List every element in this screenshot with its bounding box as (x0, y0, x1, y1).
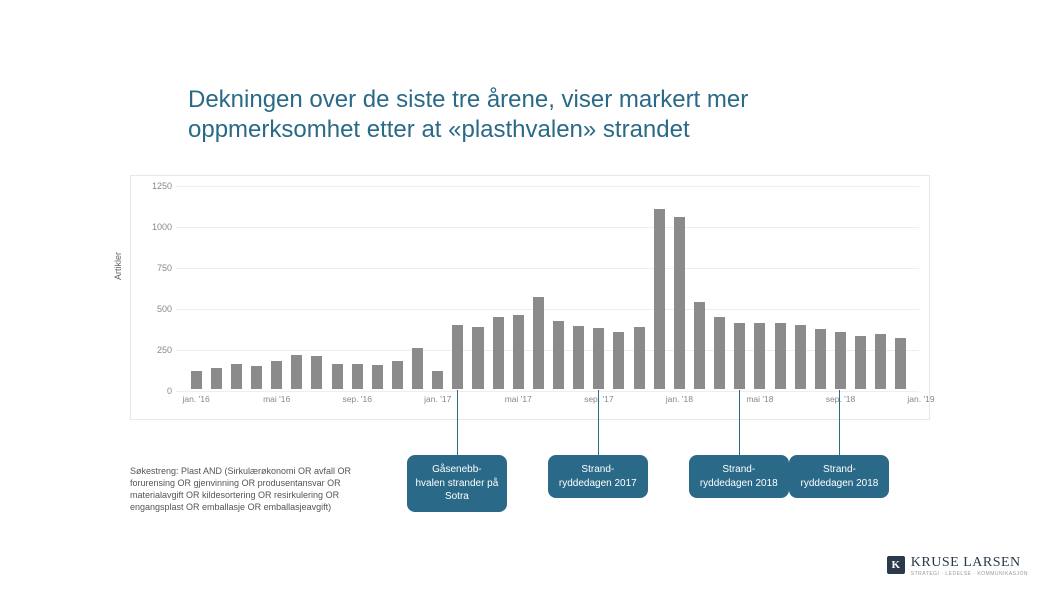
chart-bar (634, 327, 645, 389)
chart-xtick: mai '18 (746, 394, 773, 404)
chart-bar (855, 336, 866, 389)
callout-bubble: Gåsenebb-hvalen strander på Sotra (407, 455, 507, 512)
brand-logo: KRUSE LARSEN STRATEGI · LEDELSE · KOMMUN… (887, 553, 1028, 577)
chart-xtick: sep. '18 (826, 394, 856, 404)
chart-bar (654, 209, 665, 389)
chart-bar (573, 326, 584, 389)
chart-bar (231, 364, 242, 389)
chart-bar (291, 355, 302, 389)
chart-xtick: mai '17 (505, 394, 532, 404)
chart-bar (392, 361, 403, 389)
chart-bar (271, 361, 282, 389)
chart-bar (895, 338, 906, 389)
callout-bubble: Strand-ryddedagen 2017 (548, 455, 648, 498)
chart-gridline (176, 391, 919, 392)
chart-ytick: 0 (144, 386, 172, 396)
chart-bar (593, 328, 604, 389)
chart-bar (513, 315, 524, 389)
chart-bar (372, 365, 383, 389)
chart-ytick: 1250 (144, 181, 172, 191)
brand-logo-tagline: STRATEGI · LEDELSE · KOMMUNIKASJON (911, 571, 1028, 577)
search-string-caption: Søkestreng: Plast AND (Sirkulærøkonomi O… (130, 465, 395, 514)
chart-bar (835, 332, 846, 389)
chart-bar (412, 348, 423, 389)
chart-bar (714, 317, 725, 389)
chart-bar (191, 371, 202, 389)
chart-bar (674, 217, 685, 389)
chart-xtick: mai '16 (263, 394, 290, 404)
chart-xtick: sep. '17 (584, 394, 614, 404)
brand-logo-name: KRUSE LARSEN (911, 555, 1021, 570)
callout-connector (457, 390, 458, 455)
bar-chart: Artikler 025050075010001250 jan. '16mai … (130, 175, 930, 420)
chart-bar (352, 364, 363, 389)
chart-bar (311, 356, 322, 389)
chart-bar (251, 366, 262, 389)
callout-connector (598, 390, 599, 455)
chart-ytick: 1000 (144, 222, 172, 232)
chart-bar (613, 332, 624, 389)
chart-xtick: jan. '18 (666, 394, 693, 404)
chart-xtick: sep. '16 (342, 394, 372, 404)
chart-ytick: 750 (144, 263, 172, 273)
chart-bar (694, 302, 705, 389)
chart-bar (875, 334, 886, 389)
callout-connector (839, 390, 840, 455)
chart-bar (775, 323, 786, 389)
chart-bar (432, 371, 443, 389)
chart-x-axis: jan. '16 mai '16 sep. '16 jan. '17 mai '17 se… (176, 394, 919, 409)
callout-bubble: Strand-ryddedagen 2018 (689, 455, 789, 498)
chart-bar (211, 368, 222, 389)
chart-ytick: 500 (144, 304, 172, 314)
chart-ytick: 250 (144, 345, 172, 355)
slide-root: { "title": "Dekningen over de siste tre … (0, 0, 1058, 595)
chart-bar (553, 321, 564, 389)
brand-logo-icon (887, 556, 905, 574)
chart-y-axis-label: Artikler (113, 251, 123, 279)
chart-bars (176, 186, 919, 389)
chart-bar (533, 297, 544, 389)
slide-title: Dekningen over de siste tre årene, viser… (188, 85, 888, 145)
chart-xtick: jan. '19 (907, 394, 934, 404)
chart-bar (795, 325, 806, 389)
chart-bar (332, 364, 343, 389)
chart-xtick: jan. '16 (183, 394, 210, 404)
chart-xtick: jan. '17 (424, 394, 451, 404)
callout-bubble: Strand-ryddedagen 2018 (789, 455, 889, 498)
chart-bar (493, 317, 504, 389)
chart-bar (472, 327, 483, 389)
chart-bar (734, 323, 745, 389)
chart-bar (815, 329, 826, 389)
chart-bar (754, 323, 765, 389)
chart-bar (452, 325, 463, 389)
callout-connector (739, 390, 740, 455)
